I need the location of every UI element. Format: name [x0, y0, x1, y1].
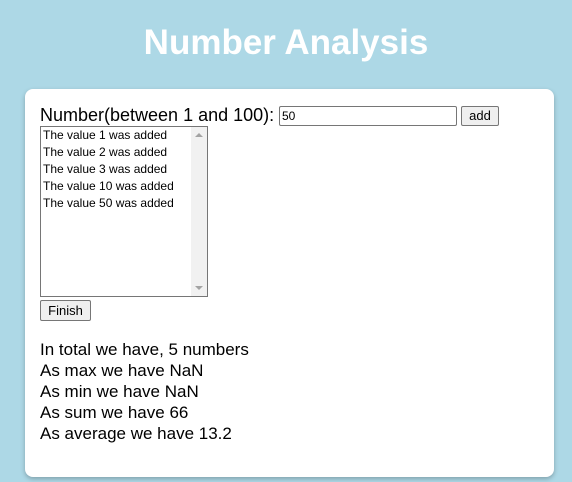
scroll-down-icon[interactable] [195, 286, 203, 290]
list-item[interactable]: The value 3 was added [43, 162, 168, 176]
result-average: As average we have 13.2 [40, 424, 232, 443]
list-item[interactable]: The value 1 was added [43, 128, 168, 142]
finish-button[interactable]: Finish [40, 300, 91, 321]
number-label: Number(between 1 and 100): [40, 105, 275, 125]
list-item[interactable]: The value 10 was added [43, 179, 174, 193]
add-button[interactable]: add [461, 106, 499, 126]
result-sum: As sum we have 66 [40, 403, 189, 422]
page-title: Number Analysis [143, 23, 429, 62]
result-total: In total we have, 5 numbers [40, 340, 249, 359]
result-min: As min we have NaN [40, 382, 199, 401]
analysis-card: Number(between 1 and 100): add The value… [25, 89, 554, 477]
result-max: As max we have NaN [40, 361, 204, 380]
number-input[interactable] [279, 106, 457, 126]
scroll-up-icon[interactable] [195, 133, 203, 137]
listbox-scrollbar[interactable] [191, 127, 207, 296]
list-item[interactable]: The value 2 was added [43, 145, 168, 159]
values-listbox[interactable]: The value 1 was added The value 2 was ad… [40, 126, 208, 297]
list-item[interactable]: The value 50 was added [43, 196, 174, 210]
